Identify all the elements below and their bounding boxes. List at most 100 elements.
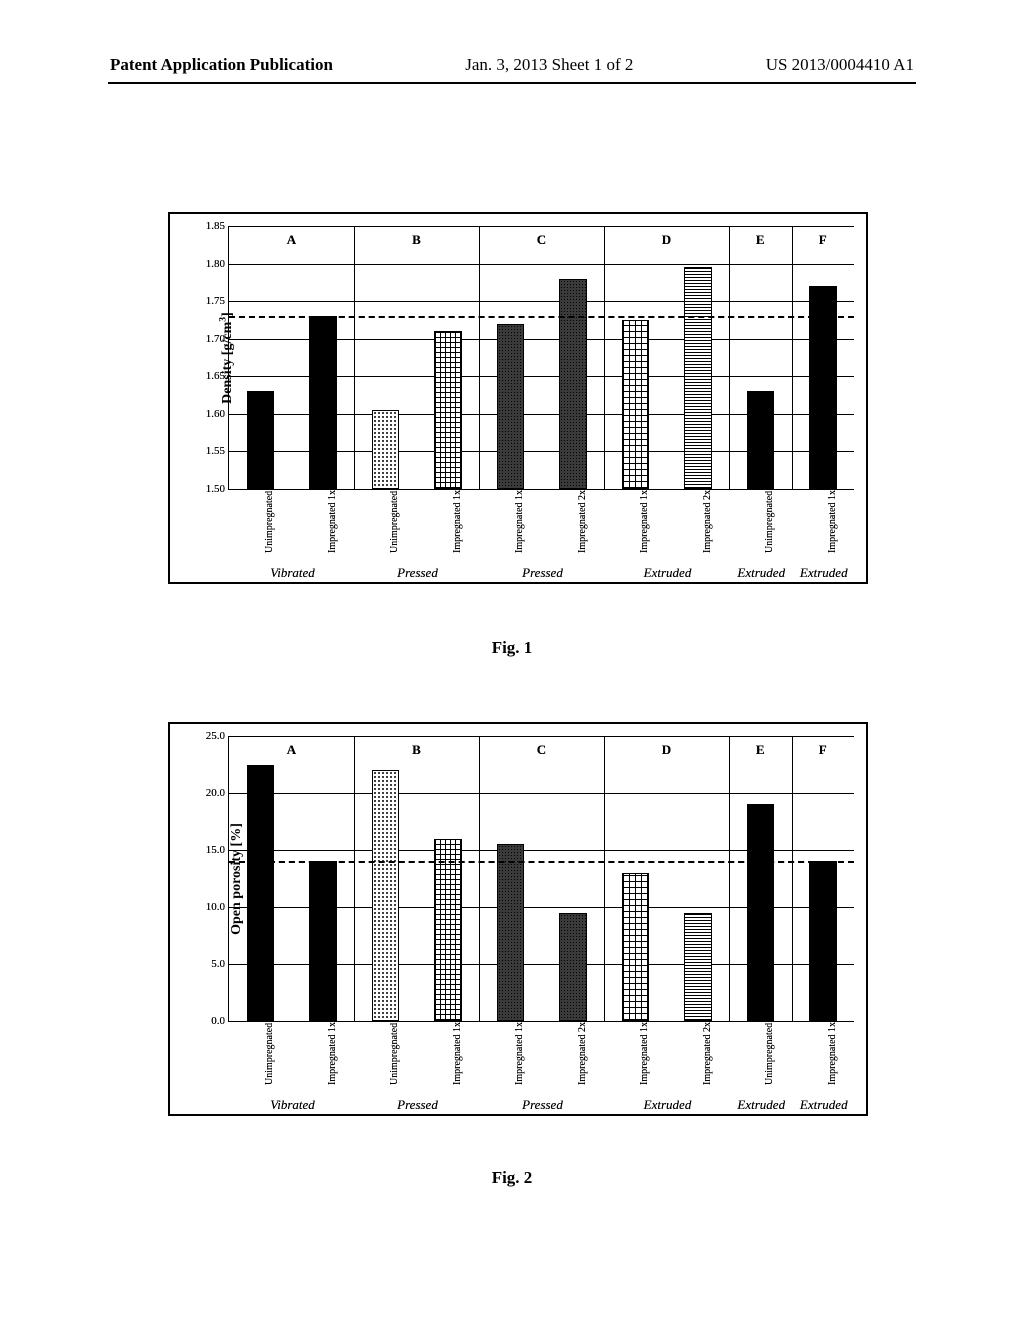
x-tick-label: Unimpregnated (389, 1023, 400, 1085)
header-rule (108, 82, 916, 84)
y-tick-label: 1.50 (206, 483, 225, 495)
process-label: Pressed (522, 565, 563, 581)
group-divider (729, 226, 730, 489)
group-divider (604, 736, 605, 1021)
x-tick-label: Unimpregnated (264, 1023, 275, 1085)
y-tick-label: 15.0 (206, 844, 225, 856)
x-tick-label: Unimpregnated (764, 1023, 775, 1085)
process-label: Pressed (522, 1097, 563, 1113)
group-divider (354, 226, 355, 489)
y-tick-label: 0.0 (211, 1015, 225, 1027)
bar (372, 410, 400, 489)
group-label: B (412, 232, 421, 248)
figure-2-chart: Open porosity [%] 0.0 5.0 10.0 15.0 20.0 25.0… (168, 722, 868, 1116)
group-label: E (756, 232, 765, 248)
group-label: E (756, 742, 765, 758)
process-label: Pressed (397, 1097, 438, 1113)
reference-line (229, 861, 854, 863)
fig1-y-axis-title: Density [g/cm3] (217, 312, 236, 404)
gridline (229, 264, 854, 265)
x-tick-label: Impregnated 2x (702, 1022, 713, 1085)
bar (247, 765, 275, 1022)
bar (247, 391, 275, 489)
x-tick-label: Unimpregnated (764, 491, 775, 553)
y-tick-label: 10.0 (206, 901, 225, 913)
x-tick-label: Impregnated 1x (514, 490, 525, 553)
bar (747, 391, 775, 489)
group-label: D (662, 742, 671, 758)
y-tick-label: 5.0 (211, 958, 225, 970)
x-tick-label: Impregnated 1x (639, 1022, 650, 1085)
group-divider (729, 736, 730, 1021)
header-right: US 2013/0004410 A1 (766, 55, 914, 75)
fig1-caption: Fig. 1 (492, 638, 533, 658)
gridline (229, 736, 854, 737)
bar (622, 320, 650, 489)
x-tick-label: Impregnated 1x (452, 490, 463, 553)
y-tick-label: 25.0 (206, 730, 225, 742)
bar (372, 770, 400, 1021)
y-tick-label: 1.75 (206, 295, 225, 307)
figure-1-chart: Density [g/cm3] 1.501.551.601.651.701.75… (168, 212, 868, 584)
bar (559, 279, 587, 489)
group-divider (354, 736, 355, 1021)
page-header: Patent Application Publication Jan. 3, 2… (0, 55, 1024, 75)
header-left: Patent Application Publication (110, 55, 333, 75)
group-label: F (819, 742, 827, 758)
process-label: Extruded (800, 565, 848, 581)
process-label: Extruded (737, 1097, 785, 1113)
fig1-plot-area: Density [g/cm3] 1.501.551.601.651.701.75… (228, 226, 854, 490)
y-tick-label: 1.60 (206, 408, 225, 420)
x-tick-label: Impregnated 1x (639, 490, 650, 553)
y-tick-label: 1.80 (206, 258, 225, 270)
bar (622, 873, 650, 1021)
x-tick-label: Unimpregnated (389, 491, 400, 553)
group-divider (792, 736, 793, 1021)
group-label: A (287, 232, 296, 248)
x-tick-label: Impregnated 2x (702, 490, 713, 553)
y-tick-label: 1.85 (206, 220, 225, 232)
gridline (229, 301, 854, 302)
x-tick-label: Impregnated 1x (827, 490, 838, 553)
group-divider (479, 736, 480, 1021)
header-mid: Jan. 3, 2013 Sheet 1 of 2 (465, 55, 633, 75)
x-tick-label: Impregnated 1x (452, 1022, 463, 1085)
group-label: D (662, 232, 671, 248)
y-tick-label: 1.55 (206, 445, 225, 457)
fig2-y-axis-title: Open porosity [%] (229, 823, 245, 935)
bar (684, 913, 712, 1021)
bar (684, 267, 712, 489)
x-tick-label: Impregnated 2x (577, 490, 588, 553)
process-label: Extruded (644, 565, 692, 581)
gridline (229, 226, 854, 227)
bar (809, 861, 837, 1021)
bar (747, 804, 775, 1021)
bar (309, 316, 337, 489)
bar (309, 861, 337, 1021)
group-label: A (287, 742, 296, 758)
y-tick-label: 20.0 (206, 787, 225, 799)
group-divider (792, 226, 793, 489)
bar (559, 913, 587, 1021)
fig2-caption: Fig. 2 (492, 1168, 533, 1188)
process-label: Vibrated (270, 565, 315, 581)
group-divider (479, 226, 480, 489)
group-label: B (412, 742, 421, 758)
x-tick-label: Impregnated 1x (514, 1022, 525, 1085)
process-label: Pressed (397, 565, 438, 581)
process-label: Extruded (644, 1097, 692, 1113)
bar (434, 839, 462, 1021)
x-tick-label: Impregnated 2x (577, 1022, 588, 1085)
x-tick-label: Impregnated 1x (827, 1022, 838, 1085)
group-label: F (819, 232, 827, 248)
fig2-plot-area: Open porosity [%] 0.05.010.015.020.025.0… (228, 736, 854, 1022)
process-label: Extruded (800, 1097, 848, 1113)
group-label: C (537, 742, 546, 758)
x-tick-label: Impregnated 1x (327, 1022, 338, 1085)
bar (434, 331, 462, 489)
process-label: Vibrated (270, 1097, 315, 1113)
y-tick-label: 1.70 (206, 333, 225, 345)
group-label: C (537, 232, 546, 248)
gridline (229, 793, 854, 794)
x-tick-label: Impregnated 1x (327, 490, 338, 553)
